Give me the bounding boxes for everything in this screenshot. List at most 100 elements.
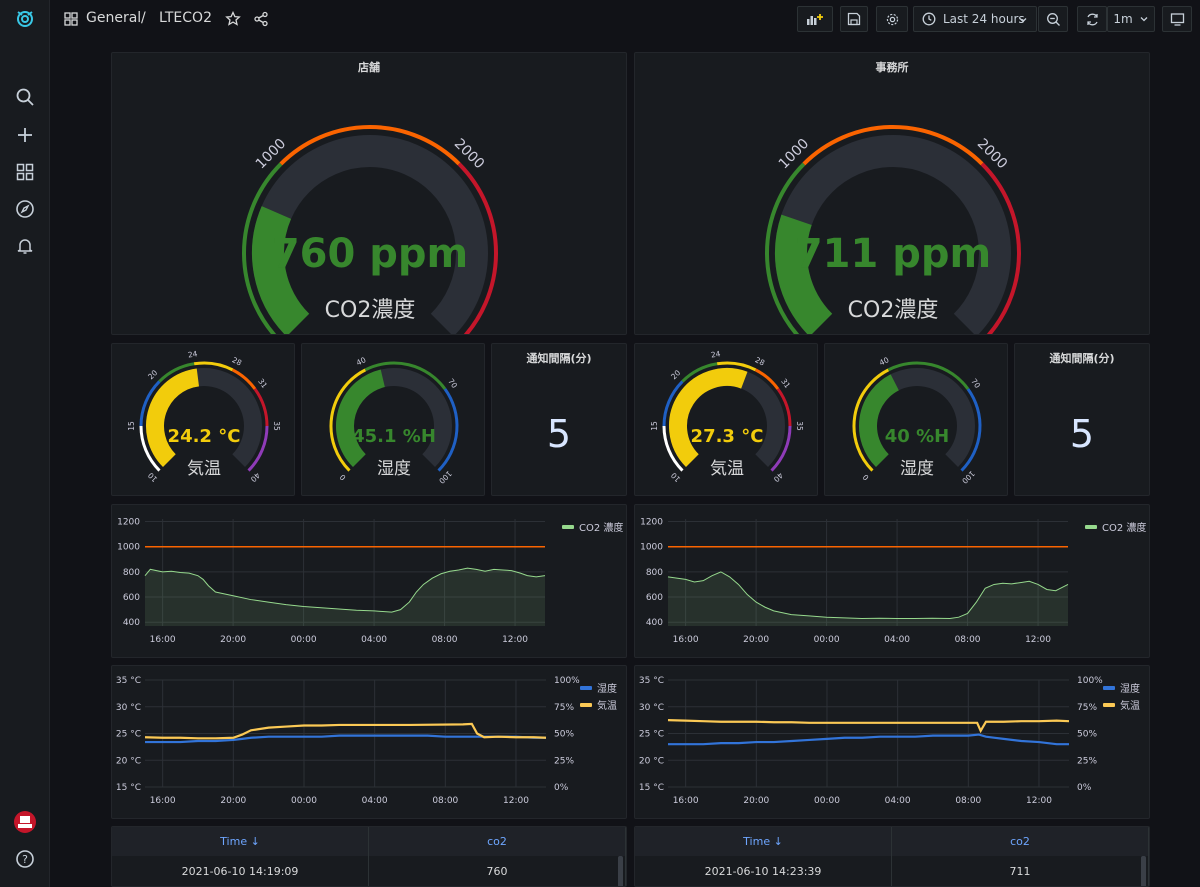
gauge-name-label: 気温 <box>187 459 221 479</box>
humidity-gauge: 0 40 70 100 45.1 %H 湿度 <box>329 355 459 486</box>
gauge-value-text: 27.3 °C <box>691 426 764 447</box>
breadcrumb-separator: / <box>141 10 146 26</box>
gauge-threshold-band <box>279 125 461 166</box>
gauge-value-text: 45.1 %H <box>352 426 436 447</box>
table-scrollbar[interactable] <box>618 856 623 886</box>
y-right-tick-label: 50% <box>554 730 574 740</box>
gear-icon <box>886 13 898 25</box>
timeseries-svg[interactable]: 16:00 20:00 00:00 04:00 08:00 12:00 400 600 800 1… <box>635 505 1150 658</box>
gauge-value-text: 711 ppm <box>795 231 991 277</box>
x-tick-label: 04:00 <box>884 635 910 645</box>
dashboards-grid-icon[interactable] <box>0 157 50 187</box>
x-tick-label: 20:00 <box>743 635 769 645</box>
gauge-tick-label: 2000 <box>974 136 1011 173</box>
legend-item-co2[interactable]: CO2 濃度 <box>562 519 623 534</box>
column-header-time[interactable]: Time ↓ <box>635 827 892 856</box>
x-tick-label: 12:00 <box>1025 635 1051 645</box>
column-header-time[interactable]: Time ↓ <box>112 827 369 856</box>
column-header-co2[interactable]: co2 <box>892 827 1149 856</box>
refresh-button[interactable] <box>1077 6 1107 32</box>
gauge-tick-label: 31 <box>256 377 269 390</box>
gauge-name-label: CO2濃度 <box>325 298 416 323</box>
gauge-tick-label: 20 <box>146 368 159 381</box>
time-picker-button[interactable]: Last 24 hours <box>913 6 1037 32</box>
cell-co2: 760 <box>369 856 626 886</box>
x-tick-label: 16:00 <box>673 796 699 806</box>
add-panel-icon <box>807 14 823 25</box>
refresh-interval-picker[interactable]: 1m <box>1107 6 1155 32</box>
add-panel-button[interactable] <box>797 6 833 32</box>
legend-swatch <box>1103 685 1115 690</box>
y-tick-label: 1000 <box>640 543 663 553</box>
y-right-tick-label: 0% <box>554 783 569 793</box>
x-tick-label: 04:00 <box>361 635 387 645</box>
gauge-threshold-band <box>681 362 718 383</box>
x-tick-label: 00:00 <box>814 635 840 645</box>
column-header-co2[interactable]: co2 <box>369 827 626 856</box>
legend-item-humidity[interactable]: 湿度 <box>580 680 617 695</box>
dashboard-settings-button[interactable] <box>876 6 908 32</box>
help-icon[interactable]: ? <box>0 844 50 874</box>
x-tick-label: 04:00 <box>362 796 388 806</box>
panel-title[interactable]: 通知間隔(分) <box>1049 352 1115 365</box>
explore-compass-icon[interactable] <box>0 194 50 224</box>
table-header: Time ↓ co2 <box>112 827 626 856</box>
gauge-tick-label: 70 <box>969 377 982 390</box>
table-scrollbar[interactable] <box>1141 856 1146 886</box>
y-right-tick-label: 100% <box>1077 676 1103 686</box>
panel-title[interactable]: 通知間隔(分) <box>526 352 592 365</box>
monitor-icon <box>1170 12 1184 26</box>
series-line-humidity <box>668 733 1069 746</box>
gauge-threshold-band <box>158 362 195 383</box>
humidity-gauge-panel: 0 40 70 100 40 %H 湿度 <box>824 343 1008 496</box>
alerting-bell-icon[interactable] <box>0 231 50 261</box>
x-tick-label: 12:00 <box>502 635 528 645</box>
gauge-value-text: 760 ppm <box>272 231 468 277</box>
gauge-threshold-band <box>364 361 447 390</box>
y-left-tick-label: 35 °C <box>639 676 664 686</box>
gauge-tick-label: 40 <box>249 471 262 484</box>
legend-item-temperature[interactable]: 気温 <box>580 697 617 712</box>
y-right-tick-label: 50% <box>1077 730 1097 740</box>
panel-title[interactable]: 事務所 <box>875 61 909 74</box>
x-tick-label: 12:00 <box>1026 796 1052 806</box>
legend-item-temperature[interactable]: 気温 <box>1103 697 1140 712</box>
user-avatar[interactable] <box>0 807 50 837</box>
legend-label: CO2 濃度 <box>1102 523 1147 534</box>
co2-table-panel: Time ↓ co2 2021-06-10 14:23:39 711 <box>634 826 1150 887</box>
y-right-tick-label: 75% <box>1077 703 1097 713</box>
legend-item-humidity[interactable]: 湿度 <box>1103 680 1140 695</box>
legend-item-co2[interactable]: CO2 濃度 <box>1085 519 1146 534</box>
timeseries-svg[interactable]: 16:00 20:00 00:00 04:00 08:00 12:00 15 °C 0% 20 … <box>112 666 627 819</box>
save-dashboard-button[interactable] <box>840 6 868 32</box>
gauge-threshold-band <box>765 162 806 334</box>
panel-title[interactable]: 店舗 <box>358 61 380 74</box>
search-icon[interactable] <box>0 82 50 112</box>
breadcrumb-folder[interactable]: General <box>86 10 142 26</box>
star-icon[interactable] <box>225 10 241 31</box>
gauge-tick-label: 35 <box>795 421 804 431</box>
legend-swatch <box>580 685 592 690</box>
grafana-logo-icon[interactable] <box>0 4 50 34</box>
gauge-tick-label: 1000 <box>776 136 813 173</box>
y-tick-label: 600 <box>123 593 140 603</box>
gauge-threshold-band <box>253 388 269 427</box>
legend-label: 湿度 <box>1120 684 1140 695</box>
zoom-out-button[interactable] <box>1038 6 1068 32</box>
share-icon[interactable] <box>253 11 269 31</box>
breadcrumb-dashboard-title[interactable]: LTECO2 <box>159 10 212 26</box>
time-range-label: Last 24 hours <box>943 12 1025 26</box>
series-area-fill <box>668 571 1068 626</box>
co2-timeseries-panel: 16:00 20:00 00:00 04:00 08:00 12:00 400 600 800 1… <box>634 504 1150 658</box>
gauge-name-label: 気温 <box>710 459 744 479</box>
tv-mode-button[interactable] <box>1162 6 1192 32</box>
gauge-tick-label: 100 <box>437 469 454 486</box>
gauge-value-fill <box>252 206 310 334</box>
gauge-tick-label: 10 <box>669 471 682 484</box>
create-plus-icon[interactable] <box>0 120 50 150</box>
timeseries-svg[interactable]: 16:00 20:00 00:00 04:00 08:00 12:00 15 °C 0% 20 … <box>635 666 1150 819</box>
timeseries-svg[interactable]: 16:00 20:00 00:00 04:00 08:00 12:00 400 600 800 1… <box>112 505 627 658</box>
gauge-tick-label: 20 <box>669 368 682 381</box>
x-tick-label: 04:00 <box>885 796 911 806</box>
x-tick-label: 00:00 <box>291 796 317 806</box>
